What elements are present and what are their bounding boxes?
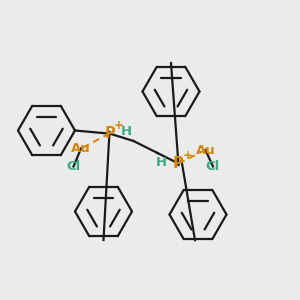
Text: P: P: [104, 126, 115, 141]
Text: +: +: [183, 148, 193, 162]
Text: Au: Au: [196, 143, 215, 157]
Text: P: P: [173, 156, 184, 171]
Text: +: +: [114, 118, 124, 132]
Text: H: H: [120, 124, 132, 138]
Text: Au: Au: [71, 142, 91, 155]
Text: Cl: Cl: [66, 160, 81, 173]
Text: H: H: [155, 156, 167, 170]
Text: Cl: Cl: [206, 160, 220, 173]
